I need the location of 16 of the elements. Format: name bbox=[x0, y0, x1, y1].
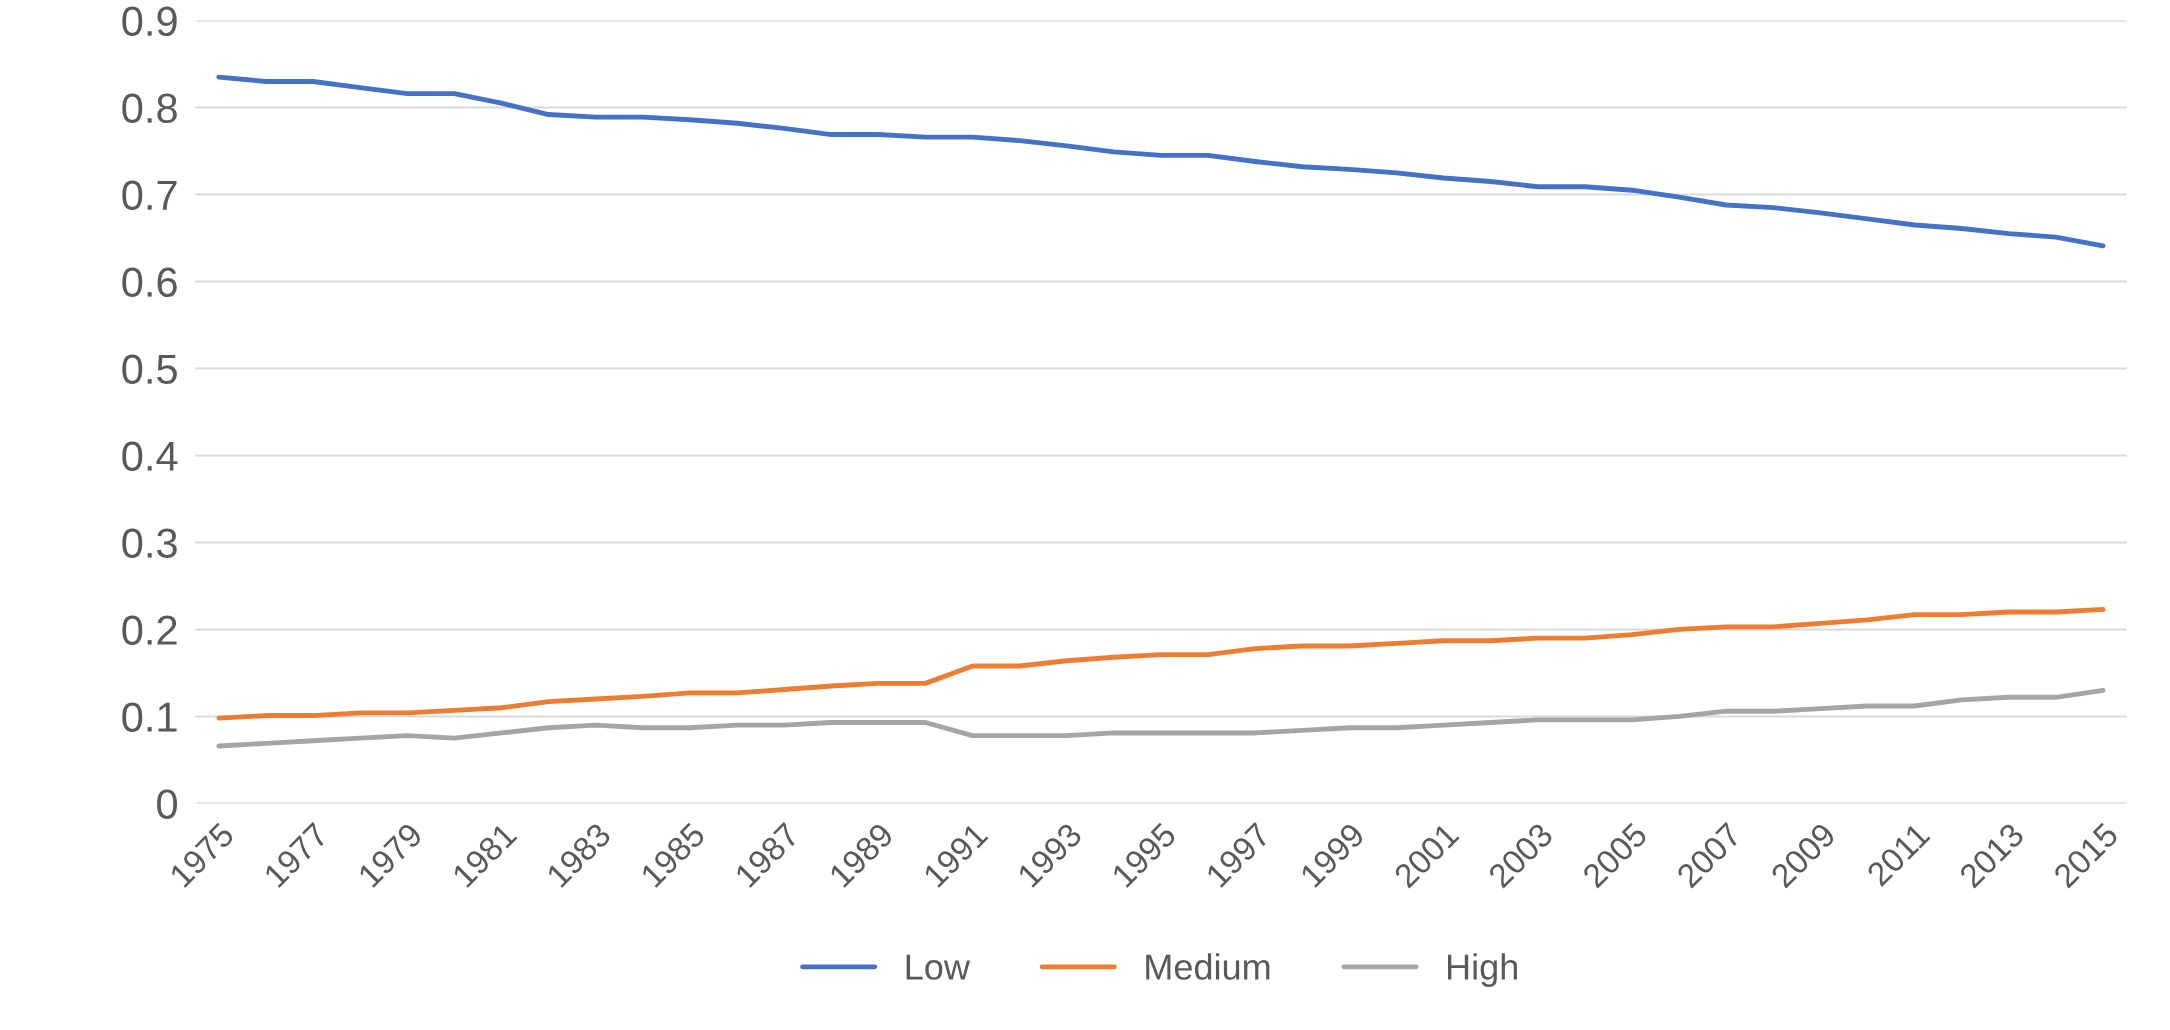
y-tick-label: 0.9 bbox=[122, 6, 177, 37]
y-tick-label: 0.3 bbox=[122, 528, 177, 558]
line-series bbox=[216, 74, 2106, 249]
y-tick-label: 0.4 bbox=[122, 441, 178, 471]
line-series bbox=[216, 607, 2106, 721]
y-tick-label: 0.6 bbox=[122, 267, 177, 298]
legend-label: Low bbox=[906, 954, 971, 980]
legend-label: High bbox=[1448, 953, 1517, 987]
legend-label: Medium bbox=[1146, 953, 1270, 980]
y-tick-label: 0.2 bbox=[122, 615, 177, 645]
y-tick-label: 0.7 bbox=[122, 180, 177, 211]
y-tick-label: 0.1 bbox=[122, 702, 177, 732]
line-series bbox=[216, 687, 2106, 749]
y-tick-label: 0.5 bbox=[122, 354, 177, 385]
y-tick-label: 0.8 bbox=[122, 93, 177, 124]
y-tick-label: 0 bbox=[157, 789, 178, 819]
